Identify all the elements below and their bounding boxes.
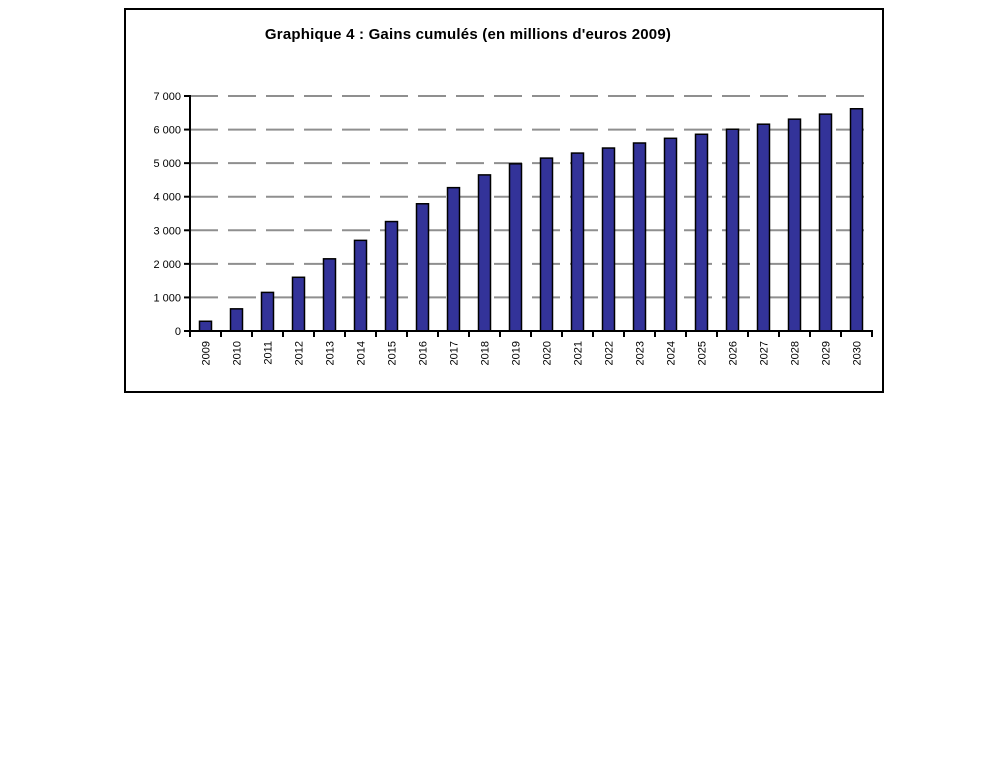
x-tick-label: 2028	[790, 341, 802, 365]
bar-2023	[632, 142, 647, 332]
x-tick-label: 2026	[728, 341, 740, 365]
bar-2022	[601, 147, 616, 332]
x-tick-label: 2018	[480, 341, 492, 365]
bar-2027	[756, 123, 771, 332]
bar-2011	[260, 291, 275, 332]
bar-2030	[849, 108, 864, 332]
bar-2019	[508, 163, 523, 332]
x-tick-label: 2030	[852, 341, 864, 365]
x-tick-label: 2021	[573, 341, 585, 365]
bar-2016	[415, 203, 430, 332]
x-tick-label: 2020	[542, 341, 554, 365]
x-tick-label: 2019	[511, 341, 523, 365]
y-tick-label: 0	[175, 326, 181, 338]
bar-2029	[818, 113, 833, 332]
bar-2015	[384, 220, 399, 332]
chart-figure: Graphique 4 : Gains cumulés (en millions…	[124, 8, 884, 393]
bar-2020	[539, 157, 554, 332]
x-tick-label: 2011	[263, 341, 275, 365]
y-tick-label: 7 000	[153, 91, 181, 103]
y-tick-label: 3 000	[153, 225, 181, 237]
x-tick-label: 2014	[356, 341, 368, 365]
x-tick-label: 2024	[666, 341, 678, 365]
x-tick-label: 2009	[201, 341, 213, 365]
x-tick-label: 2016	[418, 341, 430, 365]
x-tick-label: 2015	[387, 341, 399, 365]
y-tick-label: 2 000	[153, 259, 181, 271]
x-tick-label: 2023	[635, 341, 647, 365]
bar-2013	[322, 258, 337, 332]
bar-2021	[570, 152, 585, 332]
y-tick-label: 5 000	[153, 158, 181, 170]
bar-2025	[694, 133, 709, 332]
bar-2018	[477, 174, 492, 332]
bar-2014	[353, 239, 368, 332]
x-tick-label: 2017	[449, 341, 461, 365]
x-tick-label: 2022	[604, 341, 616, 365]
x-tick-label: 2029	[821, 341, 833, 365]
x-tick-label: 2027	[759, 341, 771, 365]
bar-2024	[663, 137, 678, 332]
bar-2017	[446, 186, 461, 332]
x-tick-label: 2010	[232, 341, 244, 365]
x-tick-label: 2025	[697, 341, 709, 365]
y-tick-label: 6 000	[153, 125, 181, 137]
x-tick-label: 2013	[325, 341, 337, 365]
bar-2028	[787, 118, 802, 332]
bar-2012	[291, 276, 306, 332]
x-tick-label: 2012	[294, 341, 306, 365]
bar-2026	[725, 128, 740, 332]
y-tick-label: 1 000	[153, 292, 181, 304]
bar-chart-svg: 0 1 000 2 000 3 000 4 000 5 000 6 000 7 000 2009…	[153, 91, 873, 365]
bar-2010	[229, 308, 244, 332]
chart-title: Graphique 4 : Gains cumulés (en millions…	[264, 26, 672, 43]
bar-2009	[198, 320, 213, 332]
y-tick-label: 4 000	[153, 192, 181, 204]
